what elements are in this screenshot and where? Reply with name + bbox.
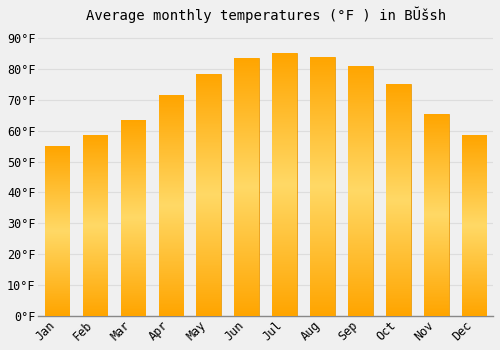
Bar [462,135,486,316]
Bar [83,135,108,316]
Bar [120,120,146,316]
Bar [158,95,183,316]
Bar [310,57,335,316]
Bar [424,114,448,316]
Bar [386,84,410,316]
Title: Average monthly temperatures (°F ) in BŬšsh: Average monthly temperatures (°F ) in BŬ… [86,7,446,23]
Bar [45,146,70,316]
Bar [272,54,297,316]
Bar [348,66,372,316]
Bar [196,74,221,316]
Bar [234,58,259,316]
